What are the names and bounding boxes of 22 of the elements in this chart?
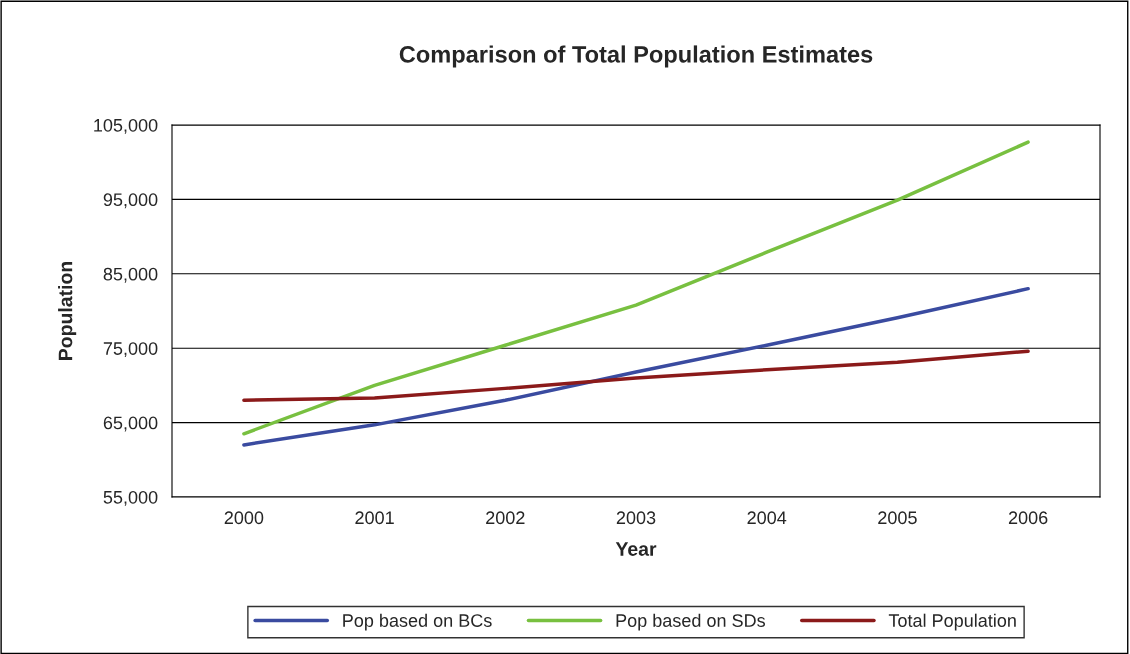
legend-label: Pop based on BCs (343, 613, 492, 631)
legend-label: Total Population (888, 613, 1016, 631)
y-axis-title: Population (58, 261, 77, 360)
y-tick-label: 85,000 (103, 267, 158, 283)
y-tick-label: 65,000 (103, 416, 158, 432)
y-tick-label: 105,000 (94, 118, 158, 134)
y-tick-label: 95,000 (103, 193, 158, 209)
x-tick-label: 2004 (747, 511, 787, 525)
line-series (242, 349, 1030, 403)
x-tick-label: 2002 (486, 511, 525, 525)
line-series (242, 140, 1030, 436)
x-tick-label: 2003 (616, 511, 656, 525)
x-tick-label: 2001 (355, 511, 394, 525)
x-tick-label: 2006 (1008, 511, 1048, 525)
x-axis-title: Year (615, 542, 657, 556)
y-tick-label: 55,000 (103, 490, 158, 506)
x-tick-label: 2000 (224, 511, 264, 525)
legend-label: Pop based on SDs (616, 613, 766, 631)
x-tick-label: 2005 (878, 511, 917, 525)
line-series (242, 286, 1030, 447)
y-tick-label: 75,000 (103, 342, 158, 358)
chart-title: Comparison of Total Population Estimates (399, 45, 873, 68)
